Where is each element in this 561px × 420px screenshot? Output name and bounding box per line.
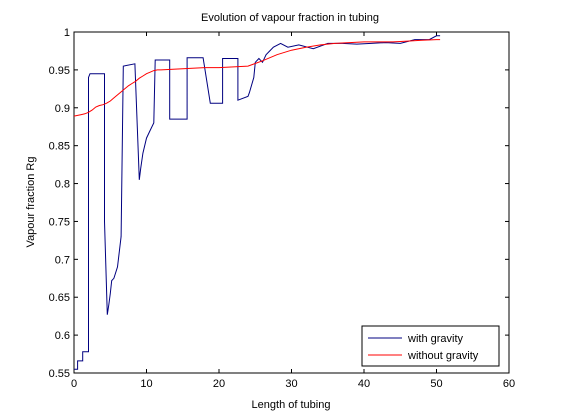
y-axis: 0.55 0.6 0.65 0.7 0.75 0.8 0.85 0.9 0.95 1 — [49, 27, 509, 380]
x-tick-label: 0 — [71, 378, 77, 390]
legend: with gravity without gravity — [361, 325, 500, 367]
y-tick-label: 0.8 — [55, 179, 70, 191]
series-line-without-gravity — [73, 39, 441, 117]
y-tick-label: 1 — [64, 27, 70, 39]
legend-label: with gravity — [407, 333, 464, 345]
y-tick-label: 0.55 — [49, 368, 70, 380]
y-axis-label: Vapour fraction Rg — [25, 157, 37, 248]
x-tick-label: 50 — [430, 378, 442, 390]
y-tick-label: 0.85 — [49, 141, 70, 153]
x-axis-label: Length of tubing — [252, 399, 331, 411]
x-tick-label: 30 — [285, 378, 297, 390]
legend-box — [361, 325, 500, 367]
x-tick-label: 60 — [503, 378, 515, 390]
legend-label: without gravity — [407, 350, 479, 362]
series-group — [73, 35, 441, 370]
x-tick-label: 20 — [213, 378, 225, 390]
x-tick-label: 10 — [140, 378, 152, 390]
x-axis: 0 10 20 30 40 50 60 — [71, 32, 515, 390]
x-tick-label: 40 — [358, 378, 370, 390]
y-tick-label: 0.7 — [55, 254, 70, 266]
y-tick-label: 0.9 — [55, 103, 70, 115]
series-line-with-gravity — [74, 35, 441, 370]
y-tick-label: 0.6 — [55, 330, 70, 342]
y-tick-label: 0.75 — [49, 216, 70, 228]
y-tick-label: 0.95 — [49, 65, 70, 77]
y-tick-label: 0.65 — [49, 292, 70, 304]
chart-title: Evolution of vapour fraction in tubing — [201, 12, 379, 24]
plot-area — [73, 31, 510, 374]
